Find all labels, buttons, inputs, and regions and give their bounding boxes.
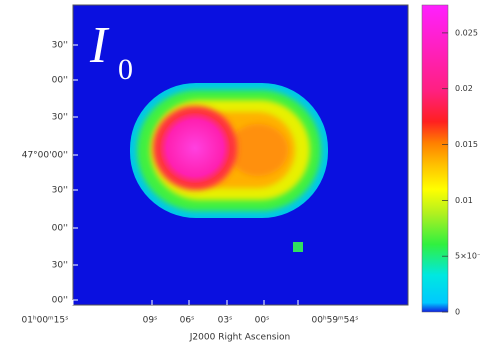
x-tick-label: 00ʰ59ᵐ54ˢ: [312, 316, 359, 326]
colorbar-tick-label: 0.015: [455, 140, 478, 149]
y-tick-label: 30'': [52, 261, 68, 271]
x-tick-label: 06ˢ: [180, 316, 195, 326]
annotation: I: [89, 17, 110, 74]
x-tick-label: 03ˢ: [218, 316, 233, 326]
chart: I 0 J2000 Right Ascension 01ʰ00ᵐ15ˢ 09ˢ 06…: [0, 0, 480, 346]
x-tick-label: 09ˢ: [143, 316, 158, 326]
x-axis-label: J2000 Right Ascension: [189, 333, 290, 343]
y-tick-label: 30'': [52, 186, 68, 196]
y-tick-label: 30'': [52, 113, 68, 123]
colorbar-tick-label: 0.02: [455, 84, 473, 93]
y-tick-label: 00'': [52, 76, 68, 86]
colorbar: [422, 5, 448, 312]
y-tick-label: 00'': [52, 224, 68, 234]
colorbar-tick-label: 0: [455, 308, 460, 317]
colorbar-tick-label: 5×10⁻³: [455, 252, 480, 261]
x-tick-label: 00ˢ: [255, 316, 270, 326]
colorbar-tick-label: 0.025: [455, 28, 478, 37]
y-tick-label: 00'': [52, 296, 68, 306]
y-tick-label: 47°00'00'': [22, 151, 68, 161]
y-tick-label: 30'': [52, 41, 68, 51]
x-tick-label: 01ʰ00ᵐ15ˢ: [22, 316, 69, 326]
colorbar-tick-label: 0.01: [455, 196, 473, 205]
annotation-subscript: 0: [118, 53, 133, 86]
